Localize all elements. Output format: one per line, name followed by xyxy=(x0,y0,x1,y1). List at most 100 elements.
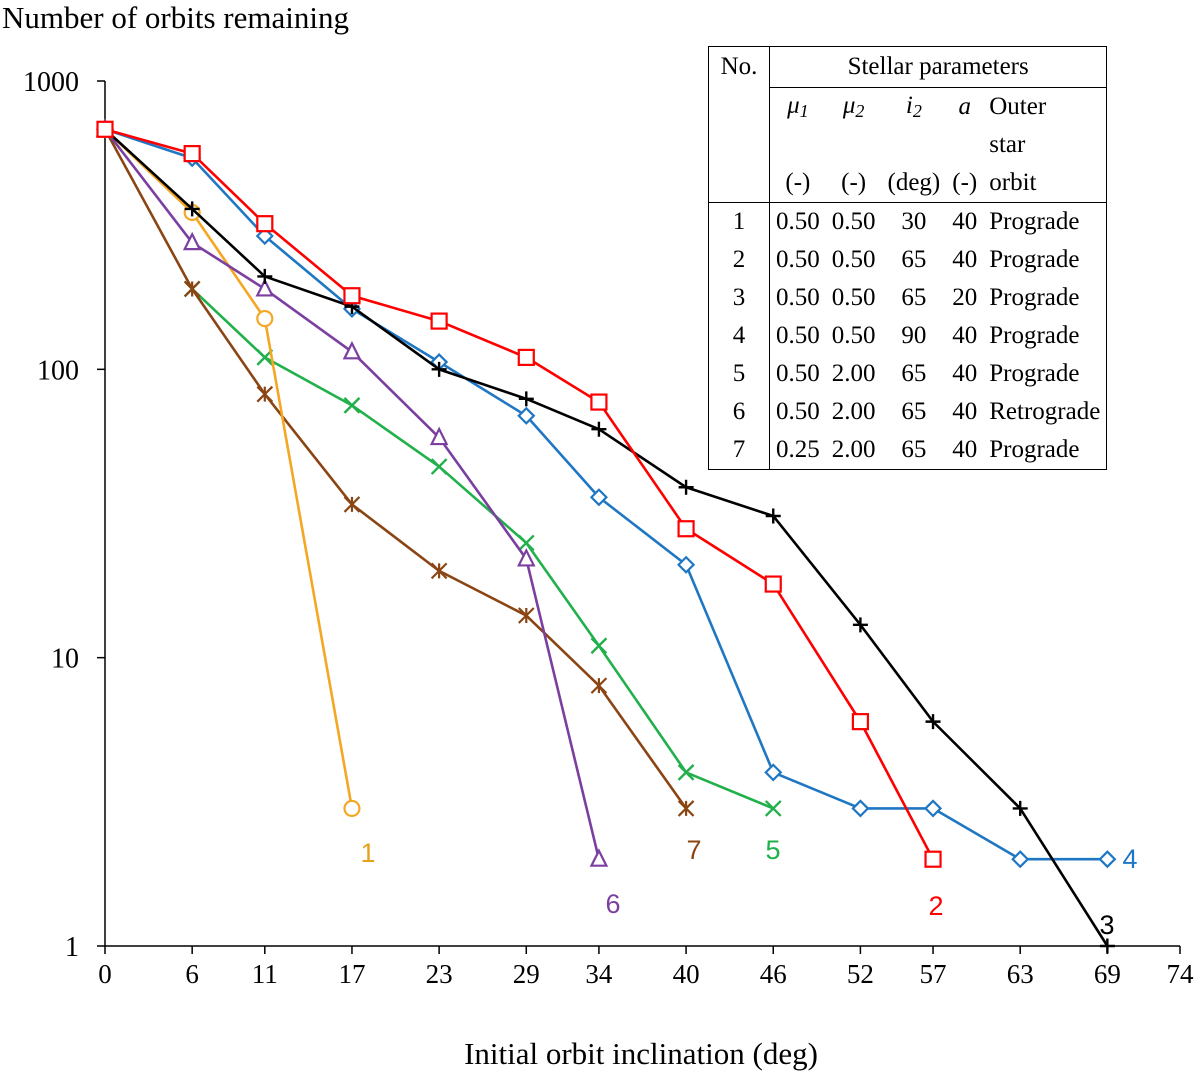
x-tick-label: 46 xyxy=(760,959,787,989)
legend-i2-header: i2 xyxy=(905,92,922,121)
marker-star xyxy=(430,562,448,580)
legend-a: 20 xyxy=(952,284,978,311)
legend-a: 40 xyxy=(952,398,978,425)
legend-mu1: 0.25 xyxy=(776,436,820,463)
legend-mu1: 0.50 xyxy=(776,284,820,311)
series-7 xyxy=(96,121,695,817)
marker-star xyxy=(256,385,274,403)
legend-a-header: a xyxy=(958,93,972,120)
legend-orbit-header-2: star xyxy=(989,131,1026,158)
legend-orbit: Retrograde xyxy=(989,398,1101,425)
marker-circle xyxy=(256,309,274,328)
y-tick-label: 100 xyxy=(37,355,79,386)
marker-plus xyxy=(257,268,273,284)
legend-mu2-header: μ2 xyxy=(842,92,865,121)
legend-i2: 65 xyxy=(901,284,927,311)
legend-orbit: Prograde xyxy=(989,246,1080,273)
x-tick-label: 57 xyxy=(920,959,947,989)
marker-square xyxy=(343,287,361,305)
legend-mu2: 2.00 xyxy=(831,360,876,387)
marker-plus xyxy=(765,508,781,524)
x-tick-label: 6 xyxy=(185,959,199,989)
series-1 xyxy=(96,120,361,818)
legend-a: 40 xyxy=(952,360,978,387)
series-end-labels: 1 2 3 4 5 6 7 xyxy=(360,835,1137,940)
legend-orbit: Prograde xyxy=(989,436,1080,463)
legend-symbol-row: μ1 μ2 i2 a Outer xyxy=(708,87,1107,126)
marker-square xyxy=(590,393,608,411)
legend-mu2: 2.00 xyxy=(831,398,876,425)
legend-symbol-row-2: star xyxy=(708,126,1107,164)
marker-star xyxy=(590,677,608,694)
x-tick-label: 23 xyxy=(426,959,453,989)
legend-orbit-header-3: orbit xyxy=(983,164,1107,203)
series-label-3: 3 xyxy=(1099,910,1114,940)
legend-mu2: 0.50 xyxy=(831,208,876,235)
legend-orbit: Prograde xyxy=(989,360,1080,387)
legend-a: 40 xyxy=(952,246,978,273)
marker-diamond xyxy=(589,488,608,507)
series-6 xyxy=(95,118,609,867)
legend-i2: 90 xyxy=(901,322,927,349)
legend-mu1: 0.50 xyxy=(776,246,820,273)
series-label-5: 5 xyxy=(765,835,780,865)
series-label-1: 1 xyxy=(360,838,375,868)
legend-body: 1 0.50 0.50 30 40 Prograde 2 0.50 0.50 65 40 Progra… xyxy=(708,202,1107,470)
legend-col-no: No. xyxy=(708,46,770,88)
marker-x xyxy=(343,397,361,414)
legend-a: 40 xyxy=(952,436,978,463)
marker-diamond xyxy=(923,799,943,818)
marker-star xyxy=(183,280,201,298)
x-tick-label: 63 xyxy=(1007,959,1034,989)
legend-mu1: 0.50 xyxy=(776,208,820,235)
marker-star xyxy=(343,496,361,513)
legend-no: 3 xyxy=(708,279,770,317)
y-tick-label: 1 xyxy=(65,932,79,963)
marker-x xyxy=(590,637,608,655)
legend-unit-row: (-) (-) (deg) (-) orbit xyxy=(708,164,1107,203)
legend-mu1: 0.50 xyxy=(776,322,820,349)
marker-diamond xyxy=(517,406,536,425)
legend-a: 40 xyxy=(952,322,978,349)
x-tick-label: 11 xyxy=(252,959,278,989)
marker-plus xyxy=(678,479,694,495)
x-tick-label: 17 xyxy=(338,959,365,989)
marker-plus xyxy=(1012,800,1028,816)
x-tick-label: 34 xyxy=(585,959,613,989)
marker-diamond xyxy=(677,555,696,574)
legend-mu2: 2.00 xyxy=(831,436,876,463)
marker-plus xyxy=(1099,938,1115,954)
series-2 xyxy=(96,120,942,868)
marker-square xyxy=(517,348,535,366)
legend-row-1: 1 0.50 0.50 30 40 Prograde xyxy=(708,202,1107,241)
legend-a: 40 xyxy=(952,208,978,235)
legend-row-5: 5 0.50 2.00 65 40 Prograde xyxy=(708,355,1107,393)
legend-i2: 65 xyxy=(901,436,927,463)
marker-diamond xyxy=(1011,850,1030,869)
legend-i2: 65 xyxy=(901,360,927,387)
series-label-2: 2 xyxy=(928,891,943,921)
x-tick-label: 69 xyxy=(1094,959,1121,989)
series-1-line xyxy=(104,128,354,809)
marker-plus xyxy=(925,714,941,730)
marker-square xyxy=(851,713,870,731)
y-axis-title: Number of orbits remaining xyxy=(2,0,349,35)
legend-orbit: Prograde xyxy=(989,208,1080,235)
x-tick-label: 40 xyxy=(673,959,700,989)
marker-x xyxy=(677,764,695,781)
marker-diamond xyxy=(764,763,783,782)
marker-square xyxy=(677,520,695,538)
series-label-7: 7 xyxy=(686,835,701,865)
marker-square xyxy=(764,575,782,593)
series-layer xyxy=(95,118,1117,954)
legend-mu2: 0.50 xyxy=(831,322,876,349)
legend-no: 4 xyxy=(708,317,770,355)
legend-unit-mu1: (-) xyxy=(769,164,826,203)
marker-triangle xyxy=(517,547,536,567)
legend-i2: 30 xyxy=(901,208,927,235)
marker-triangle xyxy=(429,426,449,446)
marker-star xyxy=(518,607,535,624)
legend-unit-i2: (deg) xyxy=(881,164,947,203)
